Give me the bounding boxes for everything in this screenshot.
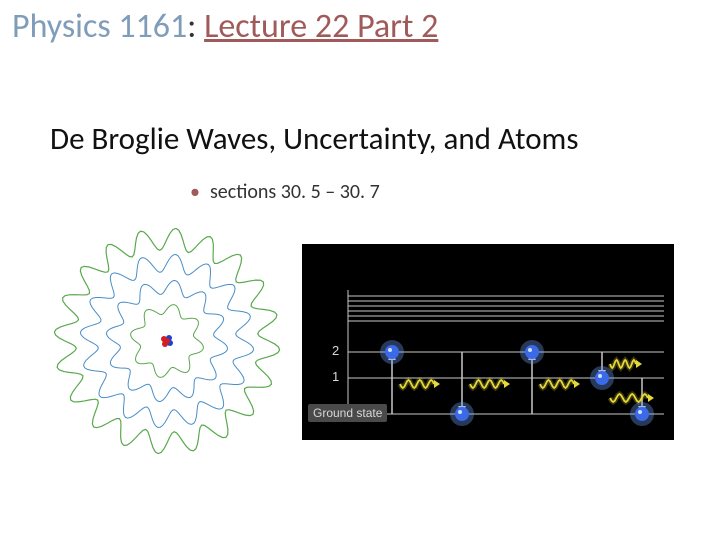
label-level-1: 1 bbox=[332, 369, 339, 384]
debroglie-svg bbox=[54, 228, 280, 454]
slide-subtitle: De Broglie Waves, Uncertainty, and Atoms bbox=[50, 120, 578, 158]
bullet-dot-icon: • bbox=[190, 180, 200, 204]
title-lecture: Lecture 22 Part 2 bbox=[204, 6, 438, 47]
slide-title: Physics 1161: Lecture 22 Part 2 bbox=[12, 6, 438, 47]
slide: Physics 1161: Lecture 22 Part 2 De Brogl… bbox=[0, 0, 720, 540]
title-course: Physics 1161 bbox=[12, 6, 187, 47]
label-level-2: 2 bbox=[332, 343, 339, 358]
title-colon: : bbox=[187, 6, 196, 47]
bullet-text: sections 30. 5 – 30. 7 bbox=[210, 180, 380, 204]
label-ground-state: Ground state bbox=[308, 404, 387, 422]
figure-energy-levels: Ground state 1 2 bbox=[302, 244, 674, 440]
bullet-row: • sections 30. 5 – 30. 7 bbox=[190, 180, 380, 204]
figure-debroglie-waves bbox=[54, 228, 280, 454]
